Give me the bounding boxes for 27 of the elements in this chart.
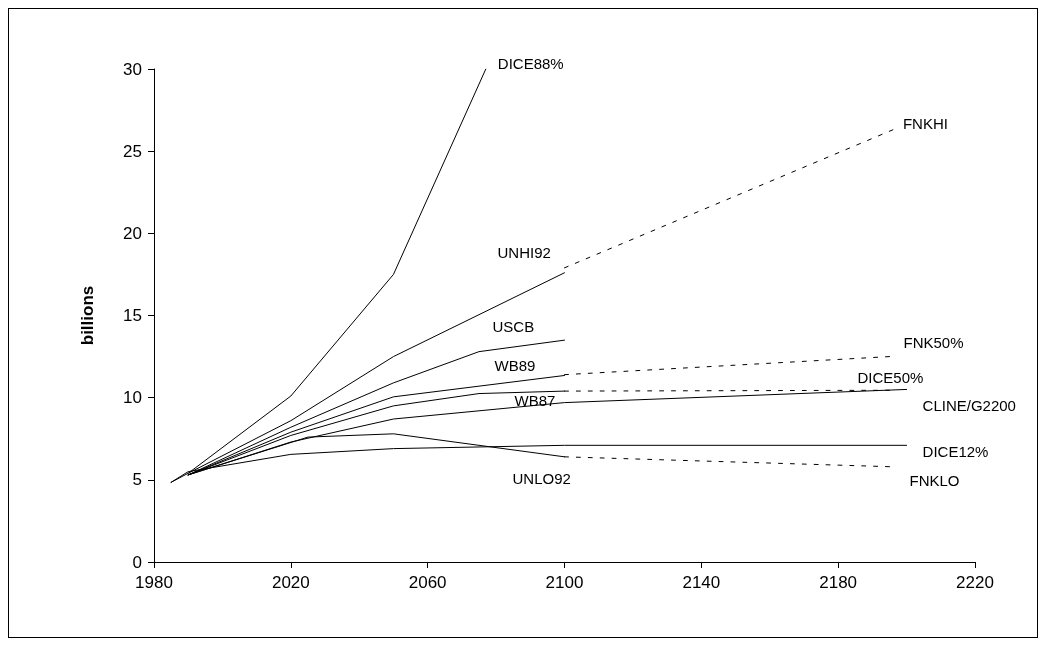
y-tick-label: 5 (132, 470, 142, 490)
x-tick-label: 2020 (271, 573, 310, 592)
series-label: USCB (492, 317, 535, 335)
y-tick-label: 15 (123, 306, 142, 325)
series-label: WB87 (514, 391, 556, 409)
y-tick-label: 20 (123, 223, 142, 243)
series-label: DICE12% (922, 442, 989, 460)
series-label: UNLO92 (512, 470, 571, 488)
x-tick-label: 2180 (819, 573, 858, 592)
series-label: DICE88% (497, 54, 564, 72)
x-tick-label: 1980 (135, 573, 173, 592)
y-tick-label: 10 (123, 388, 142, 408)
series-label: FNKLO (909, 472, 960, 490)
x-tick-label: 2100 (545, 573, 584, 592)
y-tick-label: 25 (123, 141, 142, 161)
series-label: DICE50% (857, 368, 924, 386)
series-label: UNHI92 (497, 244, 551, 262)
y-axis-title: billions (78, 285, 97, 346)
x-tick-label: 2060 (408, 573, 447, 592)
series-label: FNKHI (902, 115, 948, 133)
y-tick-label: 0 (132, 552, 142, 572)
series-label: FNK50% (903, 334, 964, 352)
x-tick-label: 2140 (682, 573, 721, 592)
x-tick-label: 2220 (956, 573, 994, 592)
series-label: CLINE/G2200 (922, 396, 1016, 414)
y-tick-label: 30 (123, 59, 142, 79)
series-label: WB89 (494, 356, 536, 374)
